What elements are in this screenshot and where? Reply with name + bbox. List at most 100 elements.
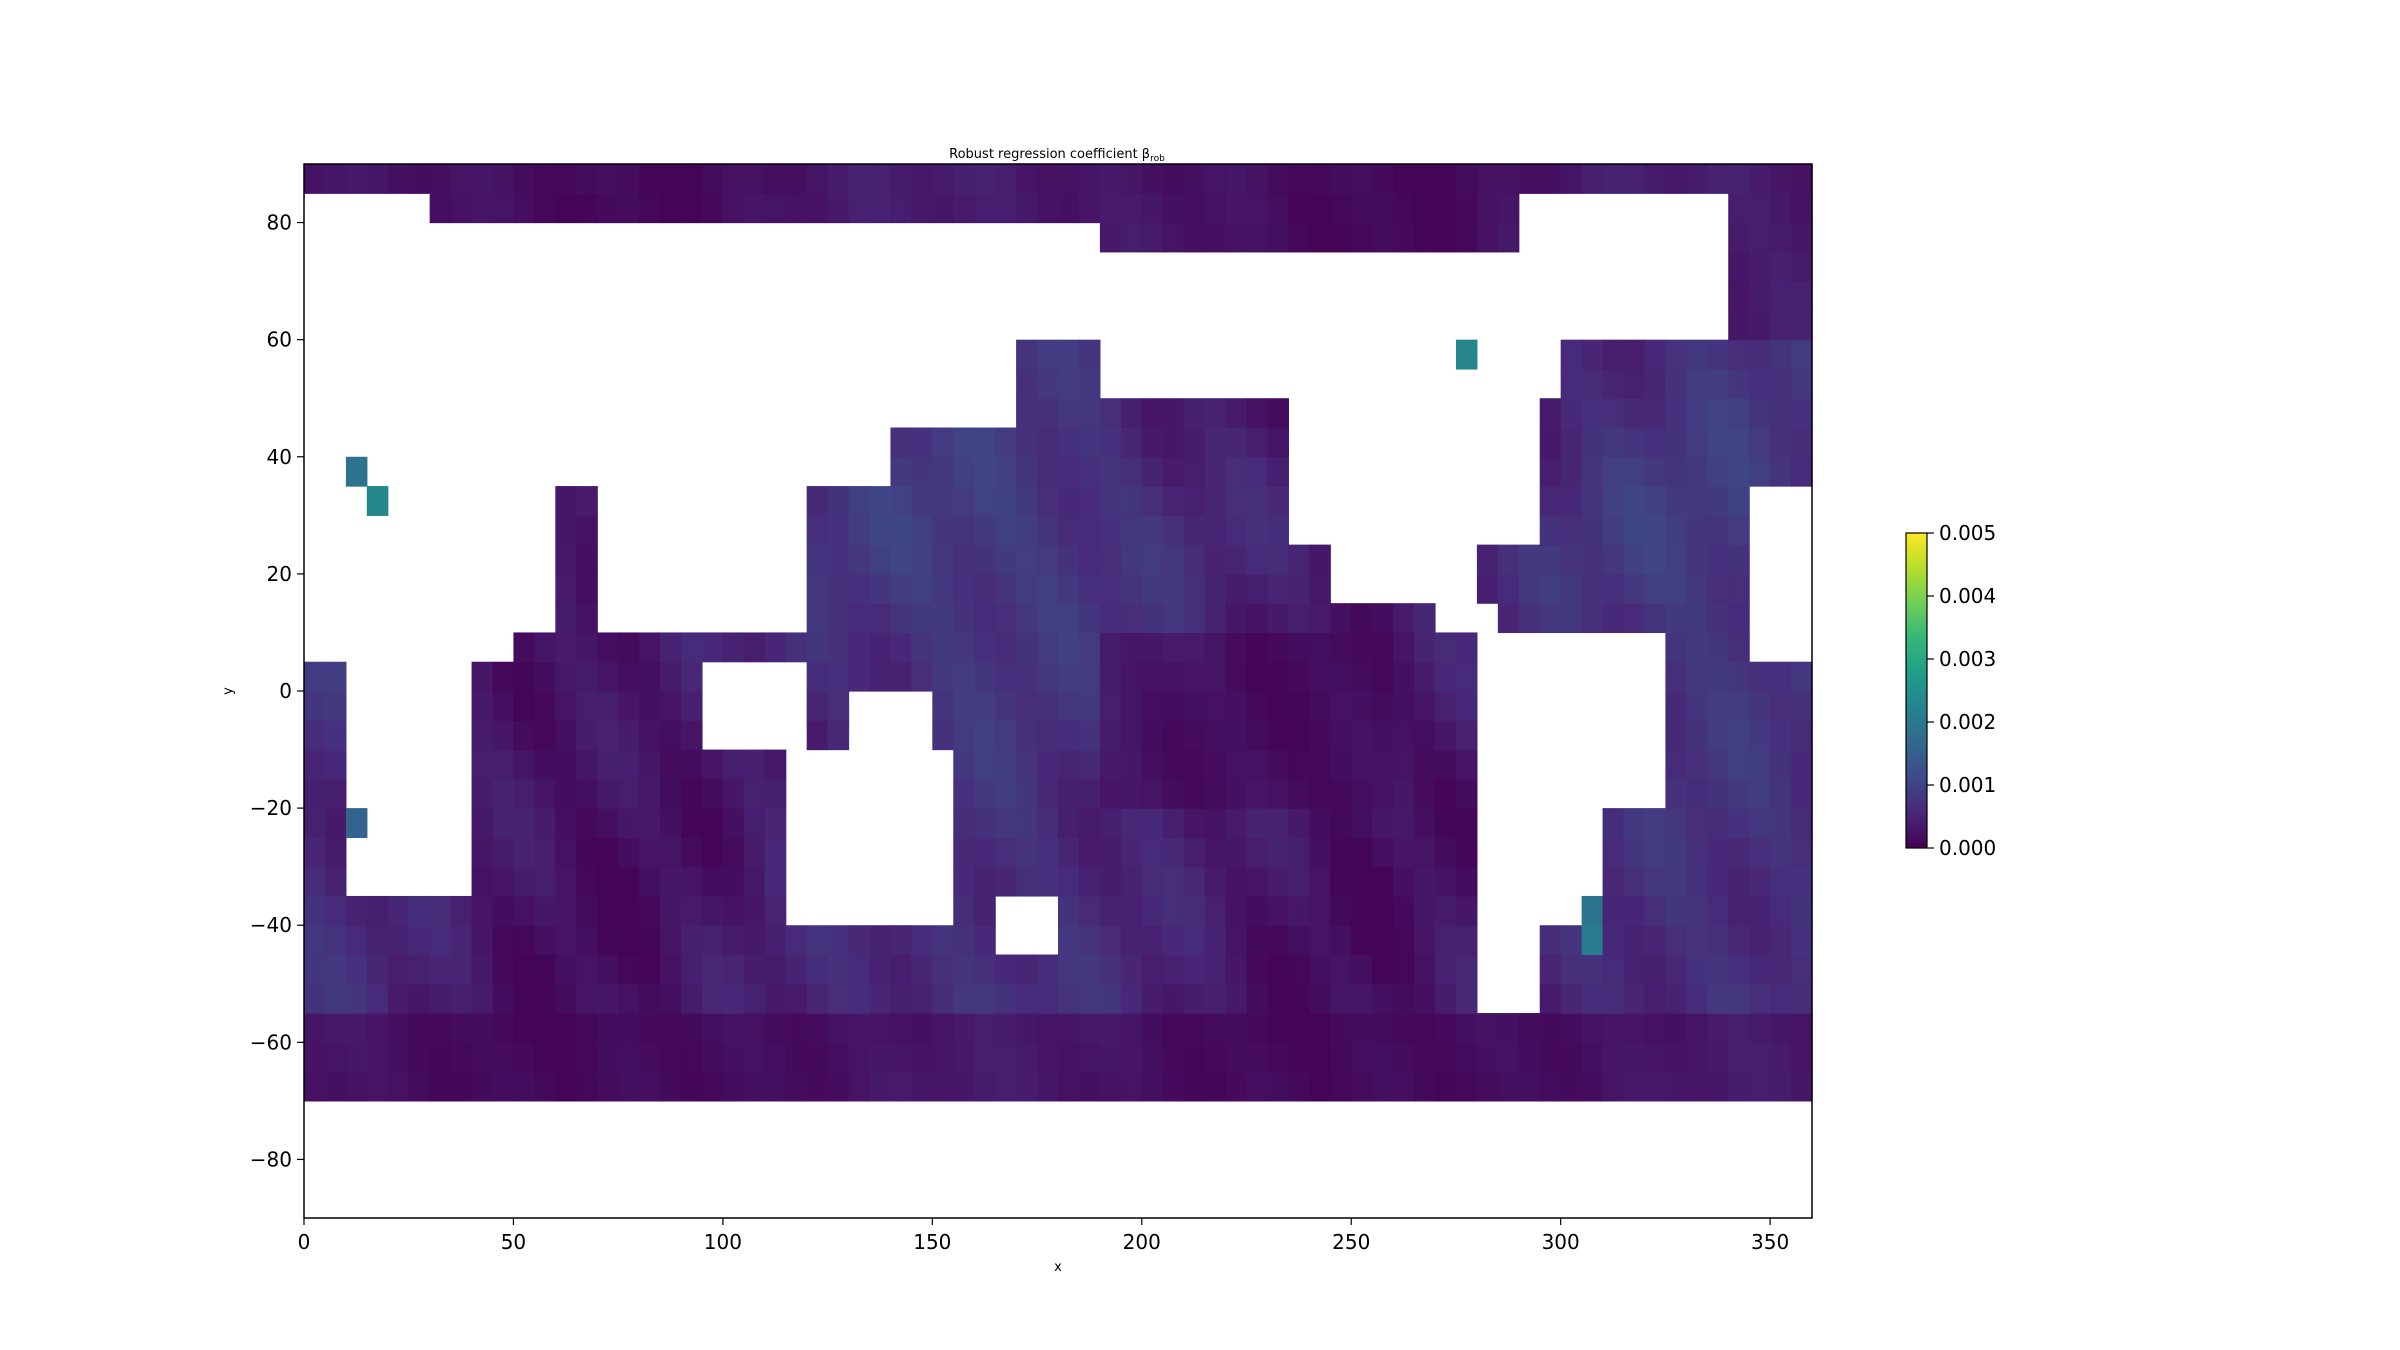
heatmap-cell	[1099, 808, 1122, 838]
y-tick-label: −60	[250, 1030, 292, 1054]
heatmap-cell	[890, 573, 912, 604]
heatmap-cell	[1330, 193, 1352, 224]
heatmap-cell	[701, 895, 724, 926]
heatmap-cell	[722, 1013, 745, 1043]
heatmap-cell	[1686, 808, 1708, 838]
heatmap-cell	[1644, 573, 1666, 604]
heatmap-cell	[1351, 1013, 1373, 1043]
heatmap-cell	[1665, 603, 1687, 634]
heatmap-cell	[1037, 427, 1059, 458]
heatmap-cell	[911, 515, 933, 546]
heatmap-cell	[1016, 632, 1038, 663]
heatmap-cell	[1623, 368, 1646, 399]
heatmap-cell	[534, 661, 556, 692]
heatmap-cell	[576, 925, 598, 956]
heatmap-cell	[1037, 486, 1059, 516]
heatmap-cell	[932, 720, 954, 751]
heatmap-cell	[953, 603, 975, 634]
heatmap-cell	[324, 983, 347, 1014]
heatmap-cell	[555, 808, 577, 838]
heatmap-cell	[890, 603, 912, 634]
heatmap-cell	[1078, 837, 1101, 868]
heatmap-cell	[1581, 603, 1604, 634]
heatmap-cell	[534, 808, 556, 838]
heatmap-cell	[1728, 398, 1750, 429]
heatmap-cell	[1539, 1042, 1562, 1073]
heatmap-cell	[1581, 368, 1604, 399]
heatmap-cell	[1749, 808, 1771, 838]
heatmap-cell	[1728, 281, 1750, 311]
heatmap-cell	[1665, 632, 1687, 663]
heatmap-cell	[408, 983, 431, 1014]
heatmap-cell	[1665, 486, 1687, 516]
heatmap-cell	[597, 691, 619, 721]
heatmap-cell	[639, 837, 661, 868]
heatmap-cell	[1078, 866, 1101, 897]
heatmap-cell	[1037, 1042, 1059, 1073]
heatmap-cell	[1455, 749, 1478, 780]
heatmap-cell	[869, 925, 892, 956]
heatmap-cell	[387, 164, 410, 194]
heatmap-cell	[1078, 368, 1101, 399]
heatmap-cell	[1225, 720, 1248, 751]
heatmap-cell	[1016, 837, 1038, 868]
heatmap-cell	[1644, 486, 1666, 516]
heatmap-cell	[618, 866, 640, 897]
heatmap-cell	[492, 749, 515, 780]
heatmap-cell	[953, 837, 975, 868]
heatmap-cell	[1037, 456, 1059, 487]
heatmap-cell	[1351, 895, 1373, 926]
heatmap-cell	[492, 866, 515, 897]
heatmap-cell	[534, 164, 556, 194]
heatmap-cell	[1686, 837, 1708, 868]
heatmap-cell	[1686, 398, 1708, 429]
colorbar-tick-label: 0.004	[1939, 584, 1996, 608]
heatmap-cell	[1539, 515, 1562, 546]
heatmap-cell	[1665, 573, 1687, 604]
heatmap-cell	[1791, 925, 1813, 956]
heatmap-cell	[1770, 222, 1792, 253]
heatmap-cell	[1288, 808, 1310, 838]
heatmap-cell	[618, 1013, 640, 1043]
heatmap-cell	[1037, 398, 1059, 429]
heatmap-cell	[1225, 895, 1248, 926]
heatmap-cell	[1602, 1042, 1625, 1073]
heatmap-cell	[995, 573, 1017, 604]
heatmap-cell	[1225, 983, 1248, 1014]
heatmap-cell	[1644, 427, 1666, 458]
heatmap-cell	[827, 573, 850, 604]
heatmap-cell	[995, 1071, 1017, 1102]
heatmap-cell	[1141, 808, 1164, 838]
heatmap-cell	[534, 1071, 556, 1102]
heatmap-cell	[1309, 1042, 1331, 1073]
heatmap-cell	[408, 164, 431, 194]
heatmap-cell	[743, 808, 766, 838]
heatmap-cell	[890, 515, 912, 546]
heatmap-cell	[576, 515, 598, 546]
heatmap-cell	[1476, 573, 1499, 604]
heatmap-cell	[1309, 1071, 1331, 1102]
heatmap-cell	[1183, 427, 1206, 458]
heatmap-cell	[304, 661, 326, 692]
heatmap-cell	[1078, 164, 1101, 194]
y-tick-label: 80	[267, 211, 292, 235]
heatmap-cell	[722, 632, 745, 663]
heatmap-cell	[1372, 983, 1394, 1014]
heatmap-cell	[1246, 749, 1269, 780]
heatmap-cell	[1707, 661, 1729, 692]
heatmap-cell	[576, 778, 598, 809]
heatmap-cell	[1686, 749, 1708, 780]
heatmap-cell	[743, 749, 766, 780]
heatmap-cell	[1770, 895, 1792, 926]
heatmap-cell	[1120, 720, 1143, 751]
heatmap-cell	[848, 1071, 871, 1102]
heatmap-cell	[1267, 954, 1289, 985]
heatmap-cell	[1435, 808, 1457, 838]
heatmap-cell	[1162, 866, 1185, 897]
heatmap-cell	[618, 661, 640, 692]
heatmap-cell	[1581, 456, 1604, 487]
heatmap-cell	[618, 895, 640, 926]
heatmap-cell	[324, 925, 347, 956]
heatmap-cell	[1037, 515, 1059, 546]
heatmap-cell	[1016, 954, 1038, 985]
